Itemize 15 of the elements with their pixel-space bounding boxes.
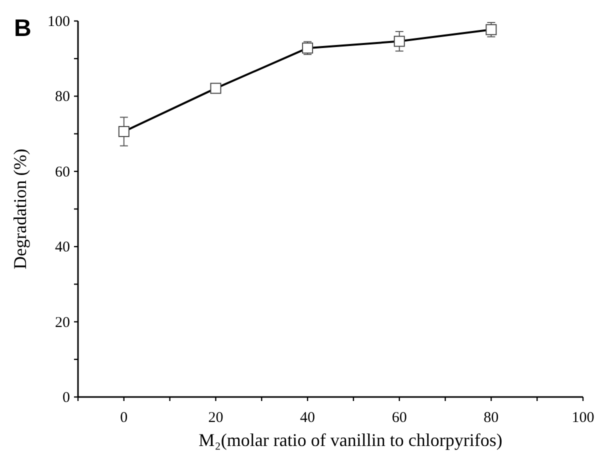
chart-title: B [14,15,32,42]
y-tick-label: 40 [55,240,70,256]
y-tick-label: 80 [55,89,70,106]
x-axis-title: M₂(molar ratio of vanillin to chlorpyrifos) [198,430,502,450]
y-axis-title: Degradation (%) [10,148,30,270]
y-tick-label: 100 [48,14,70,30]
x-tick-label: 60 [392,410,407,426]
x-tick-label: 40 [300,410,316,426]
x-tick-label: 100 [572,410,594,426]
y-tick-label: 60 [55,164,70,180]
y-tick-label: 0 [62,390,70,406]
y-tick-label: 20 [55,314,70,331]
x-tick-label: 80 [484,410,499,426]
x-tick-label: 20 [208,410,224,426]
x-tick-label: 0 [120,410,128,426]
